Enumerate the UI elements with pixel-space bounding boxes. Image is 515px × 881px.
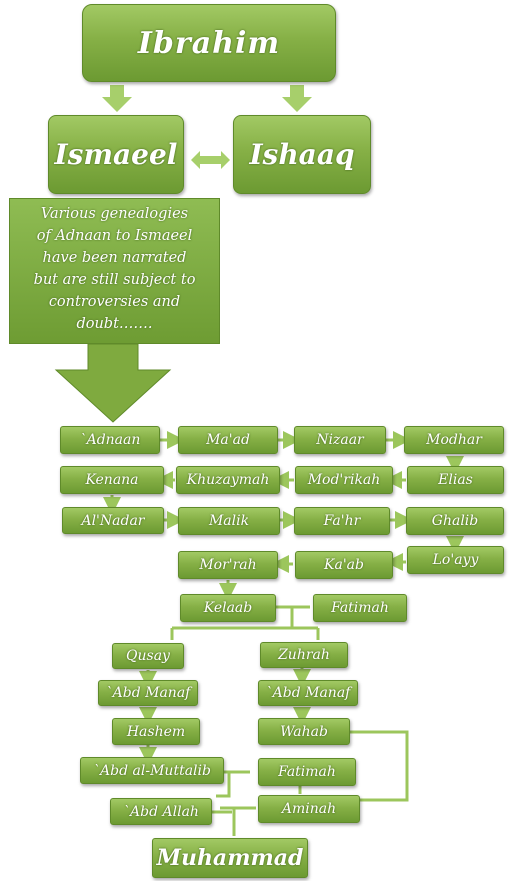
conn-wahab-aminah xyxy=(350,730,409,802)
node-maad: Ma'ad xyxy=(178,426,278,454)
node-ishaaq: Ishaaq xyxy=(233,115,371,194)
node-kelaab: Kelaab xyxy=(180,594,276,622)
node-fatimah-2: Fatimah xyxy=(258,758,356,786)
node-fatimah-1: Fatimah xyxy=(313,594,407,622)
node-abd-allah: `Abd Allah xyxy=(110,798,212,825)
node-morrah: Mor'rah xyxy=(178,551,278,579)
node-muhammad: Muhammad xyxy=(152,838,308,878)
node-kaab: Ka'ab xyxy=(295,551,393,579)
node-modrikah: Mod'rikah xyxy=(295,466,393,494)
node-nizaar: Nizaar xyxy=(294,426,386,454)
note-line: doubt……. xyxy=(76,316,153,332)
note-line: Various genealogies xyxy=(40,206,189,222)
node-khuzaymah: Khuzaymah xyxy=(176,466,280,494)
node-malik: Malik xyxy=(178,507,280,535)
node-qusay: Qusay xyxy=(112,643,184,669)
node-abd-al-muttalib: `Abd al-Muttalib xyxy=(80,757,224,784)
conn-aminah-muhammad xyxy=(220,806,256,836)
node-wahab: Wahab xyxy=(258,718,350,745)
node-abd-manaf-right: `Abd Manaf xyxy=(258,680,358,706)
arrow-ibrahim-ishaaq xyxy=(282,85,312,112)
node-fahr: Fa'hr xyxy=(294,507,390,535)
node-aminah: Aminah xyxy=(258,795,360,823)
genealogy-note: Various genealogies of Adnaan to Ismaeel… xyxy=(9,198,220,344)
node-modhar: Modhar xyxy=(404,426,504,454)
node-hashem: Hashem xyxy=(112,718,200,745)
node-alnadar: Al'Nadar xyxy=(62,507,164,534)
node-abd-manaf-left: `Abd Manaf xyxy=(98,680,198,706)
note-line: controversies and xyxy=(48,294,181,310)
node-ismaeel: Ismaeel xyxy=(48,115,184,194)
node-elias: Elias xyxy=(407,466,504,494)
note-line: of Adnaan to Ismaeel xyxy=(36,228,193,244)
node-ibrahim: Ibrahim xyxy=(82,4,336,82)
node-zuhrah: Zuhrah xyxy=(260,642,348,668)
node-adnaan: `Adnaan xyxy=(60,426,160,454)
node-ghalib: Ghalib xyxy=(406,507,504,535)
node-loayy: Lo'ayy xyxy=(407,546,504,574)
conn-muttalib-abdallah xyxy=(216,770,250,798)
arrow-ismaeel-ishaaq xyxy=(191,151,230,169)
big-down-arrow xyxy=(54,343,172,423)
note-line: but are still subject to xyxy=(33,272,196,288)
note-line: have been narrated xyxy=(42,250,187,266)
arrow-ibrahim-ismaeel xyxy=(102,85,132,112)
node-kenana: Kenana xyxy=(60,466,164,494)
conn-kelaab-branches xyxy=(170,607,320,640)
